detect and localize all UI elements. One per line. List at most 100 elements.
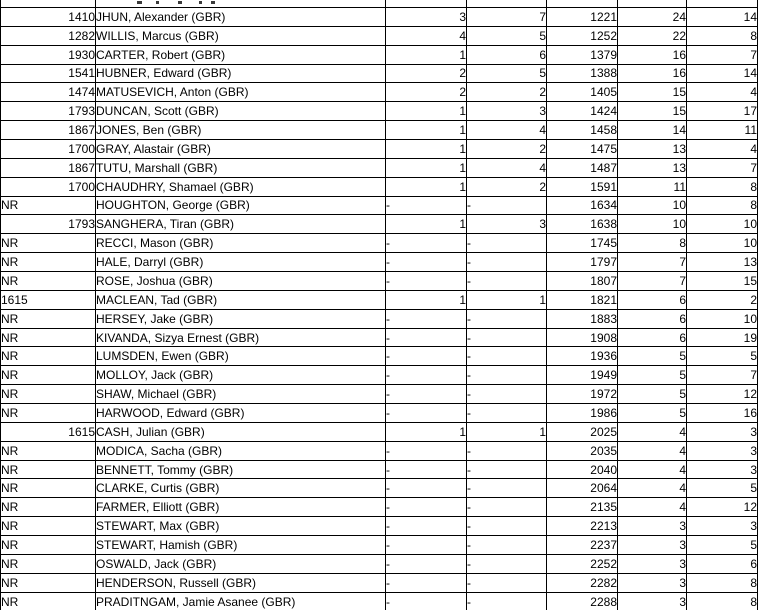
cell-value[interactable]: 8 — [617, 233, 687, 254]
cell-rating[interactable]: 1615 — [0, 289, 96, 310]
cell-rating[interactable]: NR — [0, 572, 96, 593]
cell-player-name[interactable]: HUBNER, Edward (GBR) — [95, 63, 386, 84]
cell-player-name[interactable]: SHAW, Michael (GBR) — [95, 384, 386, 405]
cell-value[interactable]: - — [385, 553, 467, 574]
cell-value[interactable]: 2 — [466, 176, 547, 197]
cell-value[interactable]: 1 — [385, 157, 467, 178]
cell-player-name[interactable]: KIVANDA, Sizya Ernest (GBR) — [95, 327, 386, 348]
cell-value[interactable]: 7 — [686, 157, 758, 178]
cell-value[interactable]: 4 — [686, 138, 758, 159]
cell-value[interactable]: 5 — [466, 25, 547, 46]
cell-rating[interactable]: NR — [0, 478, 96, 499]
cell-value[interactable]: 1745 — [546, 233, 618, 254]
cell-value[interactable]: 2 — [385, 63, 467, 84]
cell-value[interactable]: 4 — [385, 25, 467, 46]
cell-value[interactable]: 10 — [686, 233, 758, 254]
cell-value[interactable]: - — [466, 327, 547, 348]
cell-player-name[interactable]: JONES, Ben (GBR) — [95, 120, 386, 140]
cell-value[interactable]: - — [466, 346, 547, 367]
cell-value[interactable]: 2 — [466, 138, 547, 159]
cell-value[interactable]: - — [385, 346, 467, 367]
cell-value[interactable]: - — [466, 535, 547, 555]
cell-value[interactable]: 1 — [385, 289, 467, 310]
cell-value[interactable]: - — [466, 572, 547, 593]
cell-value[interactable]: 11 — [617, 176, 687, 197]
cell-player-name[interactable]: FARMER, Elliott (GBR) — [95, 497, 386, 518]
cell-value[interactable]: - — [466, 516, 547, 537]
cell-value[interactable]: 3 — [385, 6, 467, 27]
cell-value[interactable]: - — [466, 497, 547, 518]
cell-value[interactable]: - — [466, 384, 547, 405]
cell-value[interactable]: 1883 — [546, 308, 618, 329]
cell-value[interactable]: 1797 — [546, 252, 618, 272]
cell-value[interactable]: 3 — [617, 535, 687, 555]
cell-player-name[interactable]: RECCI, Mason (GBR) — [95, 233, 386, 254]
cell-rating[interactable]: 1615 — [0, 421, 96, 442]
cell-value[interactable]: 4 — [466, 120, 547, 140]
cell-rating[interactable]: 1867 — [0, 157, 96, 178]
cell-value[interactable]: 1 — [466, 289, 547, 310]
cell-value[interactable]: 4 — [617, 421, 687, 442]
cell-player-name[interactable]: PRADITNGAM, Jamie Asanee (GBR) — [95, 591, 386, 610]
cell-rating[interactable]: 1867 — [0, 120, 96, 140]
cell-value[interactable]: 3 — [466, 101, 547, 122]
cell-player-name[interactable]: HALE, Darryl (GBR) — [95, 252, 386, 272]
cell-value[interactable]: 5 — [686, 535, 758, 555]
cell-value[interactable]: 2 — [466, 82, 547, 103]
cell-value[interactable]: 8 — [686, 591, 758, 610]
cell-player-name[interactable]: CLARKE, Curtis (GBR) — [95, 478, 386, 499]
cell-value[interactable]: 2237 — [546, 535, 618, 555]
cell-value[interactable]: 8 — [686, 176, 758, 197]
cell-value[interactable]: 2040 — [546, 459, 618, 480]
cell-value[interactable]: 8 — [686, 25, 758, 46]
cell-rating[interactable]: NR — [0, 553, 96, 574]
cell-rating[interactable]: NR — [0, 384, 96, 405]
cell-value[interactable]: 4 — [617, 440, 687, 461]
cell-value[interactable]: 14 — [686, 63, 758, 84]
cell-value[interactable]: 7 — [617, 252, 687, 272]
cell-value[interactable]: 1972 — [546, 384, 618, 405]
cell-value[interactable]: 5 — [466, 63, 547, 84]
cell-player-name[interactable]: MODICA, Sacha (GBR) — [95, 440, 386, 461]
cell-rating[interactable]: 1700 — [0, 176, 96, 197]
cell-value[interactable]: 2 — [686, 289, 758, 310]
cell-value[interactable]: 3 — [617, 553, 687, 574]
cell-value[interactable]: 1424 — [546, 101, 618, 122]
cell-value[interactable]: 4 — [617, 478, 687, 499]
cell-value[interactable]: 6 — [617, 289, 687, 310]
cell-value[interactable]: - — [385, 233, 467, 254]
cell-value[interactable]: 5 — [686, 346, 758, 367]
cell-value[interactable]: - — [466, 403, 547, 423]
cell-value[interactable]: - — [385, 440, 467, 461]
cell-value[interactable]: - — [466, 478, 547, 499]
cell-value[interactable]: 8 — [686, 572, 758, 593]
cell-value[interactable]: 1 — [385, 421, 467, 442]
cell-value[interactable]: 1936 — [546, 346, 618, 367]
cell-rating[interactable]: NR — [0, 459, 96, 480]
cell-value[interactable]: - — [385, 195, 467, 216]
cell-value[interactable]: 1949 — [546, 365, 618, 386]
cell-value[interactable]: 1821 — [546, 289, 618, 310]
cell-value[interactable]: 5 — [617, 384, 687, 405]
cell-value[interactable]: 10 — [617, 214, 687, 235]
cell-value[interactable]: 2135 — [546, 497, 618, 518]
cell-player-name[interactable]: STEWART, Hamish (GBR) — [95, 535, 386, 555]
cell-value[interactable]: 1807 — [546, 271, 618, 291]
cell-value[interactable]: - — [466, 459, 547, 480]
cell-value[interactable]: 3 — [617, 591, 687, 610]
cell-value[interactable]: - — [385, 384, 467, 405]
cell-rating[interactable]: 1793 — [0, 101, 96, 122]
cell-value[interactable]: - — [385, 327, 467, 348]
cell-rating[interactable]: 1930 — [0, 44, 96, 65]
cell-rating[interactable]: 1793 — [0, 214, 96, 235]
cell-rating[interactable]: NR — [0, 403, 96, 423]
cell-value[interactable]: 15 — [617, 101, 687, 122]
cell-value[interactable]: - — [385, 478, 467, 499]
cell-value[interactable]: 1 — [385, 214, 467, 235]
cell-value[interactable]: 5 — [617, 346, 687, 367]
cell-rating[interactable]: NR — [0, 252, 96, 272]
cell-value[interactable]: - — [466, 591, 547, 610]
cell-value[interactable]: 2035 — [546, 440, 618, 461]
cell-value[interactable]: 1 — [385, 44, 467, 65]
cell-rating[interactable]: NR — [0, 365, 96, 386]
